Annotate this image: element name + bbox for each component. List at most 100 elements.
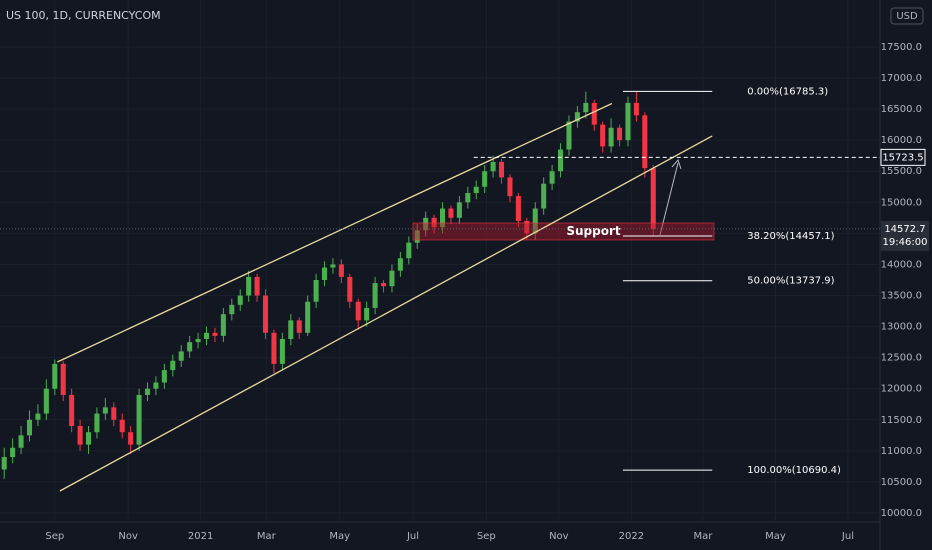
chart-title: US 100, 1D, CURRENCYCOM (6, 9, 161, 22)
candle-body (406, 242, 412, 259)
candle-body (499, 161, 505, 178)
candle-body (473, 186, 479, 193)
candle-body (633, 102, 639, 116)
candle-body (515, 196, 521, 221)
candle-body (161, 370, 167, 383)
candle-body (423, 217, 429, 231)
candle-body (397, 258, 403, 271)
candle-body (380, 283, 387, 287)
plot (1, 91, 656, 479)
resistance-tag (880, 148, 926, 166)
candle-body (111, 407, 117, 420)
candle-body (347, 276, 353, 302)
candle-body (246, 276, 252, 296)
candle-body (195, 339, 201, 343)
candle-body (119, 419, 125, 433)
candle-body (18, 435, 24, 448)
channel-line (59, 135, 713, 492)
candle-body (203, 332, 210, 340)
candle-body (625, 102, 631, 141)
drawings: Support 0.00%(16785.3) 38.20%(14457.1) 50.0… (0, 86, 880, 492)
x-tick-label: Mar (694, 531, 714, 542)
y-tick-label: 17000.0 (881, 73, 922, 84)
candle-body (94, 413, 100, 433)
arrow-head (671, 159, 682, 170)
y-tick-label: 16500.0 (881, 104, 922, 115)
candle-body (212, 332, 218, 336)
candle-body (482, 171, 488, 187)
candle-body (507, 177, 513, 197)
candle-body (136, 394, 142, 445)
candle-body (617, 127, 623, 141)
candle-body (60, 363, 66, 395)
fib-label: 50.00%(13737.9) (747, 276, 834, 287)
candle-body (305, 301, 311, 333)
candle-body (558, 149, 564, 172)
candle-body (296, 320, 302, 333)
countdown: 19:46:00 (883, 237, 928, 248)
candle-body (220, 314, 226, 336)
x-tick-label: Jul (841, 531, 854, 542)
candle-body (144, 388, 151, 395)
candle-body (178, 351, 184, 361)
candle-body (600, 124, 606, 147)
candle-body (279, 339, 285, 364)
x-tick-label: Nov (118, 531, 138, 542)
fib-label: 0.00%(16785.3) (747, 86, 828, 97)
candle-body (541, 183, 547, 209)
candle-body (313, 279, 319, 302)
candle-body (102, 407, 108, 414)
fib-label: 38.20%(14457.1) (747, 231, 834, 242)
candle-body (85, 432, 92, 445)
candle-body (254, 276, 260, 296)
candle-body (262, 295, 269, 333)
last-price-tag (881, 220, 929, 251)
y-tick-label: 16000.0 (881, 135, 922, 146)
candle-body (642, 115, 648, 169)
x-tick-label: Mar (257, 531, 277, 542)
candle-body (69, 394, 75, 427)
y-tick-label: 14000.0 (881, 259, 922, 270)
candle-body (465, 192, 471, 203)
support-zone (412, 222, 715, 241)
x-tick-label: May (329, 531, 350, 542)
x-tick-label: Jul (406, 531, 419, 542)
candle-body (321, 267, 328, 280)
candle-body (330, 264, 336, 268)
candle-body (364, 307, 370, 321)
x-tick-label: Sep (477, 531, 496, 542)
candle-body (35, 413, 41, 420)
x-tick-label: 2021 (188, 531, 213, 542)
candle-body (549, 171, 555, 184)
candle-body (338, 264, 344, 277)
candle-body (187, 342, 193, 352)
candle-body (524, 220, 530, 234)
candle-body (456, 202, 462, 218)
y-tick-label: 15500.0 (881, 166, 922, 177)
candle-body (532, 208, 538, 234)
candle-body (10, 447, 16, 458)
candle-body (608, 127, 614, 147)
y-tick-label: 13500.0 (881, 291, 922, 302)
resistance-label: 15723.5 (882, 152, 923, 163)
candle-body (372, 283, 378, 308)
candle-body (448, 208, 454, 218)
x-tick-label: Nov (549, 531, 569, 542)
y-tick-label: 12500.0 (881, 353, 922, 364)
last-price-label: 14572.7 (884, 224, 925, 235)
y-tick-label: 17500.0 (881, 42, 922, 53)
candle-body (237, 295, 243, 305)
candle-body (1, 457, 7, 470)
candle-body (271, 332, 277, 364)
x-tick-label: 2022 (619, 531, 644, 542)
candle-body (490, 161, 496, 172)
candle-body (26, 419, 33, 436)
candle-body (591, 102, 597, 125)
candle-body (229, 304, 235, 315)
y-tick-label: 11000.0 (881, 446, 922, 457)
candle-body (566, 121, 572, 150)
y-tick-label: 11500.0 (881, 415, 922, 426)
support-label: Support (566, 224, 621, 238)
candle-body (77, 426, 83, 445)
